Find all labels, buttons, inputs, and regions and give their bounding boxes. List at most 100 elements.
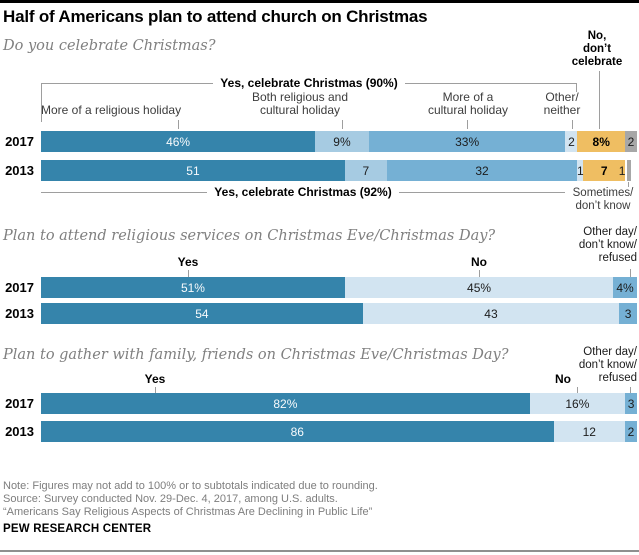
bar-segment: 1 xyxy=(577,160,584,181)
leader-line-no-dont-celebrate xyxy=(599,71,600,129)
bracket-line-left xyxy=(41,191,208,193)
segment-value: 7 xyxy=(362,163,370,178)
bracket-yes-celebrate-2013: Yes, celebrate Christmas (92%) xyxy=(41,185,566,199)
label-line: cultural holiday xyxy=(259,103,341,117)
bar-segment: 32 xyxy=(386,160,578,181)
segment-value: 16% xyxy=(565,396,590,411)
tick-other-gather xyxy=(630,387,631,393)
segment-value: 12 xyxy=(582,424,596,439)
segment-value: 45% xyxy=(467,280,492,295)
label-line: don’t know/ xyxy=(578,359,637,371)
bar-segment: 33% xyxy=(368,131,566,152)
segment-value: 1 xyxy=(618,163,626,178)
footer-note: Note: Figures may not add to 100% or to … xyxy=(3,480,378,492)
bar-segment: 7 xyxy=(583,160,626,181)
label-other-day-gather: Other day/don’t know/refused xyxy=(537,346,637,385)
label-line: neither xyxy=(543,103,581,117)
bar-segment: 12 xyxy=(553,421,626,442)
section-heading-celebrate: Do you celebrate Christmas? xyxy=(3,38,216,54)
segment-value: 3 xyxy=(624,306,632,321)
tick-yes-services xyxy=(188,270,189,277)
bar-segment: 8% xyxy=(577,131,626,152)
label-line: Sometimes/ xyxy=(572,187,634,199)
label-other-neither: Other/neither xyxy=(512,91,612,117)
segment-value: 54 xyxy=(195,306,209,321)
bar-segment: 16% xyxy=(529,393,626,414)
tick-other-services xyxy=(630,269,631,277)
label-more-religious: More of a religious holiday xyxy=(41,104,181,117)
label-no-gather: No xyxy=(555,372,571,386)
label-other-day-services: Other day/don’t know/refused xyxy=(537,226,637,265)
segment-value: 46% xyxy=(166,134,191,149)
tick-other-neither xyxy=(572,120,573,129)
tick-more-religious xyxy=(178,120,179,129)
section-heading-gather: Plan to gather with family, friends on C… xyxy=(3,347,509,363)
bar-gather-2017: 82% 16% 3 xyxy=(41,393,637,414)
tick-no-gather xyxy=(577,387,578,393)
bracket-line-left xyxy=(41,82,214,84)
segment-value: 7 xyxy=(600,163,608,178)
bar-segment: 45% xyxy=(344,277,614,298)
bar-celebrate-2017: 46% 9% 33% 2 8% 2 xyxy=(41,131,637,152)
bar-segment: 43 xyxy=(362,303,620,324)
bar-segment: 51 xyxy=(41,160,345,181)
label-line: No, xyxy=(587,30,607,42)
label-line: More of a religious holiday xyxy=(41,103,182,117)
tick-sometimes xyxy=(628,182,629,187)
bar-segment: 2 xyxy=(625,421,637,442)
bar-segment: 2 xyxy=(565,131,578,152)
tick-more-cultural xyxy=(467,120,468,129)
year-label-2017: 2017 xyxy=(5,134,34,149)
bracket-yes-celebrate-2017: Yes, celebrate Christmas (90%) xyxy=(41,76,578,90)
chart-title: Half of Americans plan to attend church … xyxy=(3,7,428,26)
label-line: refused xyxy=(598,252,637,264)
label-line: Other/ xyxy=(545,90,579,104)
label-no-services: No xyxy=(471,255,487,269)
segment-value: 2 xyxy=(568,134,575,149)
segment-value: 33% xyxy=(455,134,480,149)
label-line: celebrate xyxy=(571,56,623,68)
bar-segment: 86 xyxy=(41,421,554,442)
label-no-dont-celebrate: No, don’t celebrate xyxy=(557,30,637,69)
bar-segment: 51% xyxy=(41,277,345,298)
label-line: don’t know xyxy=(575,199,631,212)
segment-value: 86 xyxy=(290,424,304,439)
year-label-2013: 2013 xyxy=(5,163,34,178)
bracket-line-right xyxy=(404,82,578,84)
segment-value: 2 xyxy=(627,424,635,439)
segment-value: 1 xyxy=(577,163,584,178)
segment-value: 51% xyxy=(180,280,205,295)
bar-segment: 82% xyxy=(41,393,530,414)
label-line: Both religious and xyxy=(251,90,349,104)
bar-segment: 2 xyxy=(625,131,637,152)
year-label-2013: 2013 xyxy=(5,306,34,321)
segment-value: 32 xyxy=(475,163,489,178)
label-yes-services: Yes xyxy=(177,255,199,269)
label-line: More of a xyxy=(442,90,494,104)
label-yes-gather: Yes xyxy=(144,372,166,386)
segment-value: 51 xyxy=(186,163,200,178)
year-label-2017: 2017 xyxy=(5,396,34,411)
bracket-label: Yes, celebrate Christmas (90%) xyxy=(220,76,398,90)
bracket-line-right xyxy=(398,191,566,193)
segment-value: 3 xyxy=(627,396,635,411)
section-heading-services: Plan to attend religious services on Chr… xyxy=(3,228,496,244)
tick-both xyxy=(342,120,343,129)
bracket-leg-right xyxy=(576,83,577,92)
bar-segment: 4% xyxy=(613,277,637,298)
bar-gather-2013: 86 12 2 xyxy=(41,421,637,442)
label-line: Other day/ xyxy=(583,346,637,358)
label-line: don’t xyxy=(582,43,612,55)
bracket-label: Yes, celebrate Christmas (92%) xyxy=(214,185,392,199)
bar-services-2017: 51% 45% 4% xyxy=(41,277,637,298)
label-line: refused xyxy=(598,372,637,384)
label-line: Other day/ xyxy=(583,226,637,238)
label-both-religious-cultural: Both religious and cultural holiday xyxy=(230,91,370,117)
bracket-leg-left xyxy=(41,83,42,122)
label-line: cultural holiday xyxy=(427,103,509,117)
bar-segment: 46% xyxy=(41,131,316,152)
bar-segment: 1 xyxy=(619,160,631,181)
tick-no-services xyxy=(479,270,480,277)
bar-segment: 9% xyxy=(315,131,369,152)
